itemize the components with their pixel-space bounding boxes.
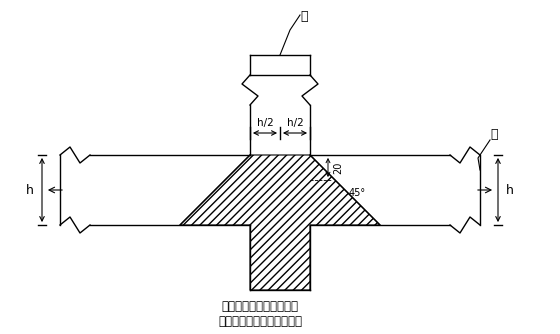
Polygon shape	[180, 155, 380, 290]
Text: h: h	[26, 183, 34, 196]
Text: 20: 20	[333, 161, 343, 174]
Text: h/2: h/2	[256, 118, 273, 128]
Text: 柱: 柱	[300, 10, 307, 23]
Text: 凝土浇筑施工缝留置示意图: 凝土浇筑施工缝留置示意图	[218, 315, 302, 328]
Text: 梁: 梁	[490, 129, 497, 142]
Text: h: h	[506, 183, 514, 196]
Text: h/2: h/2	[287, 118, 304, 128]
Text: 45°: 45°	[348, 188, 366, 198]
Text: 梁、柱节点处不同等级混: 梁、柱节点处不同等级混	[222, 300, 298, 313]
